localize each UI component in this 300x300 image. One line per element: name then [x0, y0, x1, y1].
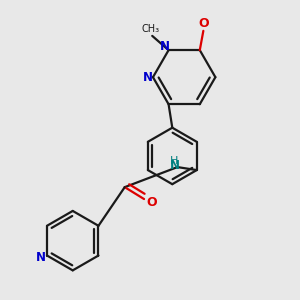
Text: N: N	[160, 40, 170, 53]
Text: N: N	[36, 251, 46, 264]
Text: O: O	[146, 196, 157, 208]
Text: N: N	[142, 71, 153, 84]
Text: CH₃: CH₃	[142, 24, 160, 34]
Text: H: H	[170, 156, 178, 166]
Text: N: N	[169, 159, 179, 172]
Text: O: O	[198, 17, 209, 30]
